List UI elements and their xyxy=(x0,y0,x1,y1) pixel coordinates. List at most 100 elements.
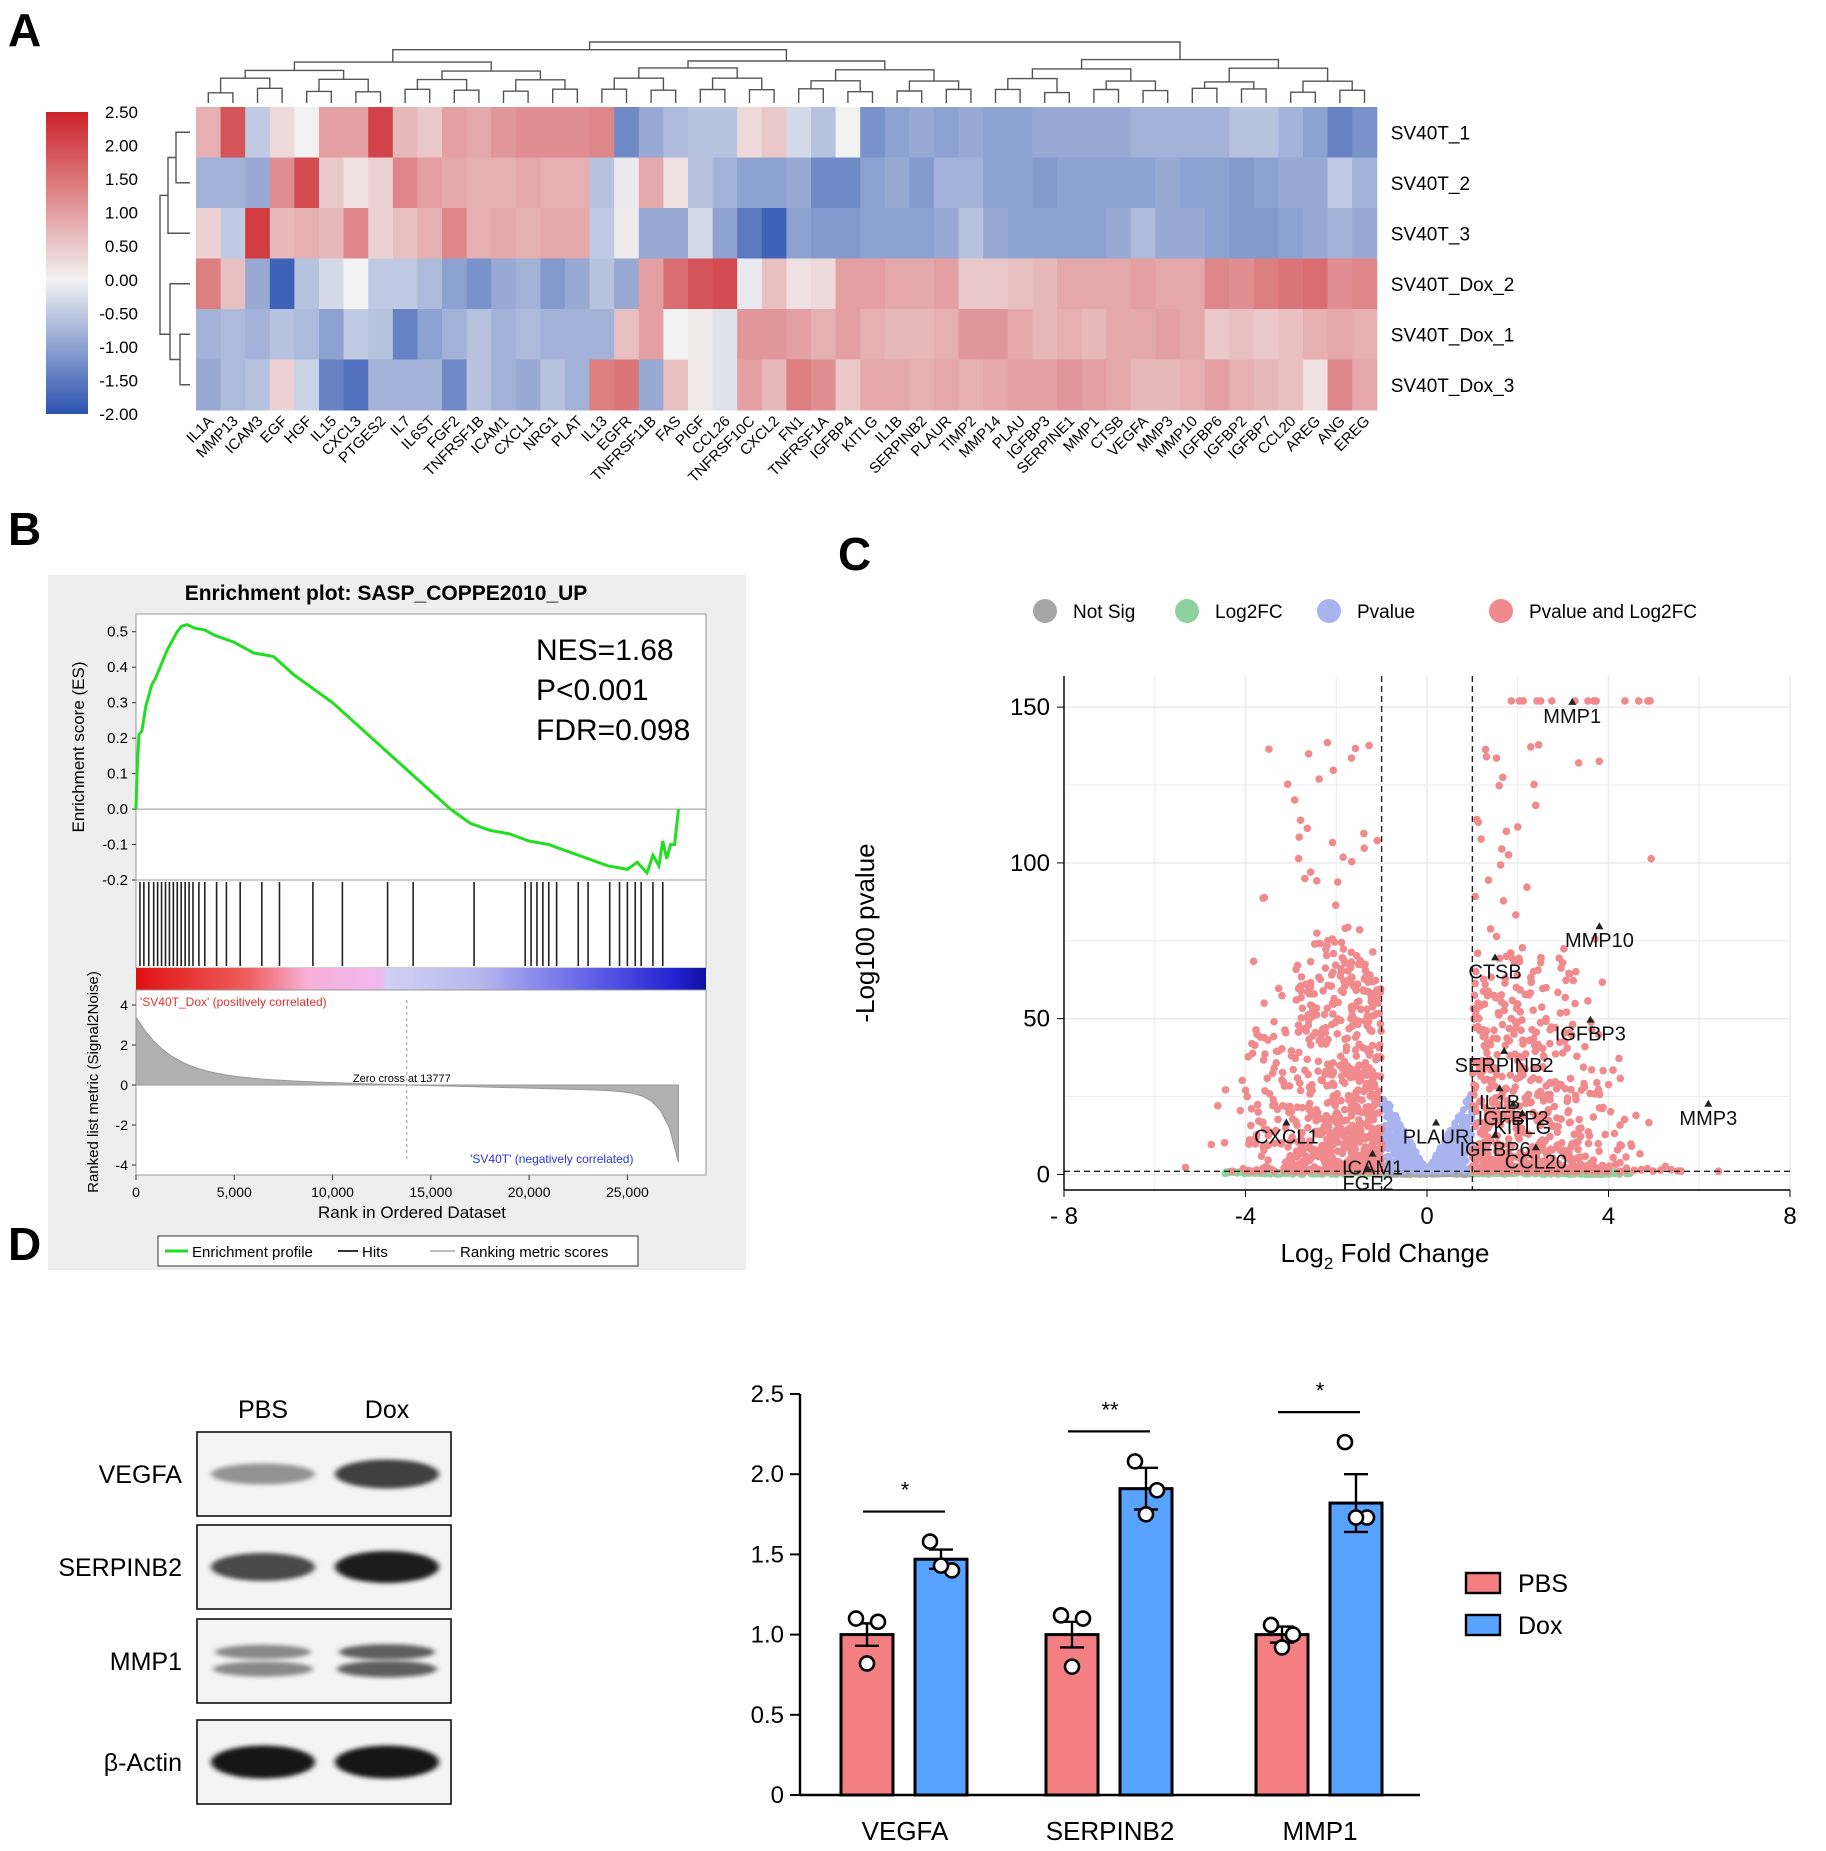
heatmap-cell xyxy=(392,309,418,360)
significant-point xyxy=(1574,1138,1582,1146)
significant-point xyxy=(1341,1035,1349,1043)
significant-point xyxy=(1328,1137,1337,1145)
heatmap-cell xyxy=(1352,208,1378,259)
y-tick-label: 0 xyxy=(771,1782,784,1809)
significant-point xyxy=(1555,954,1563,962)
colorbar-tick-label: -0.50 xyxy=(99,304,138,323)
significant-point xyxy=(1516,1148,1525,1157)
significant-point xyxy=(1592,1078,1601,1087)
significant-point xyxy=(1620,1115,1629,1124)
significant-point xyxy=(1487,1066,1495,1074)
significant-point xyxy=(1484,876,1493,885)
significant-point xyxy=(1469,1163,1478,1171)
colorbar-tick-label: -2.00 xyxy=(99,405,138,424)
significant-point xyxy=(1567,1085,1575,1094)
heatmap-cell xyxy=(392,157,418,209)
significant-point xyxy=(1355,1040,1363,1049)
heatmap-cell xyxy=(466,359,492,411)
pvalue-point xyxy=(1396,1121,1404,1129)
pvalue-point xyxy=(1429,1160,1437,1169)
significant-point xyxy=(1564,1166,1573,1175)
heatmap-cell xyxy=(220,107,246,158)
heatmap-cell xyxy=(343,157,369,209)
significant-point xyxy=(1468,1069,1477,1078)
significant-point xyxy=(1609,1066,1617,1074)
significant-point xyxy=(1312,1116,1321,1125)
category-label: VEGFA xyxy=(862,1816,949,1846)
significant-point xyxy=(1323,1125,1331,1134)
significant-point xyxy=(1248,1039,1256,1048)
heatmap-cell xyxy=(392,107,418,158)
dendrogram-branch xyxy=(613,77,665,91)
significant-point xyxy=(1587,1065,1596,1074)
colorbar-tick-label: -1.00 xyxy=(99,338,138,357)
significant-point xyxy=(1220,1138,1229,1147)
legend-swatch xyxy=(1464,1613,1502,1637)
heatmap-cell xyxy=(786,157,812,209)
heatmap-cell xyxy=(884,359,910,411)
significant-point xyxy=(1298,1103,1307,1112)
significant-point xyxy=(1550,1102,1559,1111)
gene-marker xyxy=(1491,953,1500,961)
significant-point xyxy=(1521,990,1530,999)
legend-dot xyxy=(1175,599,1199,623)
heatmap-cell xyxy=(196,258,222,310)
pvalue-point xyxy=(1454,1124,1462,1132)
x-tick-label: 0 xyxy=(1420,1203,1433,1230)
heatmap-cell xyxy=(761,157,787,209)
significance-label: ** xyxy=(1101,1397,1119,1422)
significant-point xyxy=(1328,1020,1336,1029)
significant-point xyxy=(1278,1045,1286,1053)
heatmap-cell xyxy=(589,208,615,259)
heatmap-cell xyxy=(466,258,492,310)
heatmap-cell xyxy=(688,107,714,158)
significant-point xyxy=(1337,1126,1346,1135)
heatmap-cell xyxy=(1032,208,1058,259)
significant-point xyxy=(1540,1053,1548,1062)
significant-point xyxy=(1260,1033,1269,1042)
legend-label: PBS xyxy=(1518,1570,1568,1598)
significant-point xyxy=(1613,1146,1622,1154)
data-point xyxy=(858,1655,876,1672)
y-tick-label: 0 xyxy=(1037,1161,1050,1188)
significant-point xyxy=(1333,878,1342,886)
heatmap-cell xyxy=(983,309,1009,360)
significant-point xyxy=(1376,1041,1384,1049)
significant-point xyxy=(1322,1111,1331,1120)
significant-point xyxy=(1481,1103,1490,1112)
significant-point xyxy=(1514,1000,1522,1008)
significant-point xyxy=(1478,1126,1487,1134)
significant-point xyxy=(1539,1097,1548,1105)
heatmap-cell xyxy=(343,258,369,310)
significant-point xyxy=(1470,1091,1478,1099)
significant-point xyxy=(1340,1132,1349,1141)
dendrogram-branch xyxy=(207,92,234,103)
data-point xyxy=(869,1613,887,1631)
significant-point xyxy=(1549,1154,1557,1163)
significant-point xyxy=(1537,1003,1546,1011)
data-point xyxy=(1063,1658,1081,1675)
significant-point xyxy=(1326,1097,1335,1106)
heatmap-cell xyxy=(540,208,566,259)
significant-point xyxy=(1244,1166,1253,1175)
heatmap-cell xyxy=(1327,208,1353,259)
significant-point xyxy=(1301,874,1309,883)
significant-point xyxy=(1472,1107,1480,1116)
significant-point xyxy=(1566,1074,1575,1083)
ranked-metric-fill xyxy=(135,1015,679,1163)
heatmap-cell xyxy=(269,359,295,411)
significant-point xyxy=(1554,1122,1563,1131)
heatmap-cell xyxy=(1204,309,1230,360)
es-tick-label: 0.2 xyxy=(107,730,128,747)
y-axis-label: -Log100 pvalue xyxy=(850,843,880,1022)
significant-point xyxy=(1517,1124,1526,1133)
significant-point xyxy=(1503,1034,1511,1042)
significant-point xyxy=(1241,1086,1250,1095)
significant-point xyxy=(1492,1106,1500,1115)
significant-point xyxy=(1470,1015,1478,1023)
significant-point xyxy=(1247,1105,1256,1113)
significant-point xyxy=(1263,1074,1271,1083)
significant-point xyxy=(1533,1044,1541,1053)
significant-point xyxy=(1312,1010,1321,1019)
significant-point xyxy=(1506,1115,1515,1123)
